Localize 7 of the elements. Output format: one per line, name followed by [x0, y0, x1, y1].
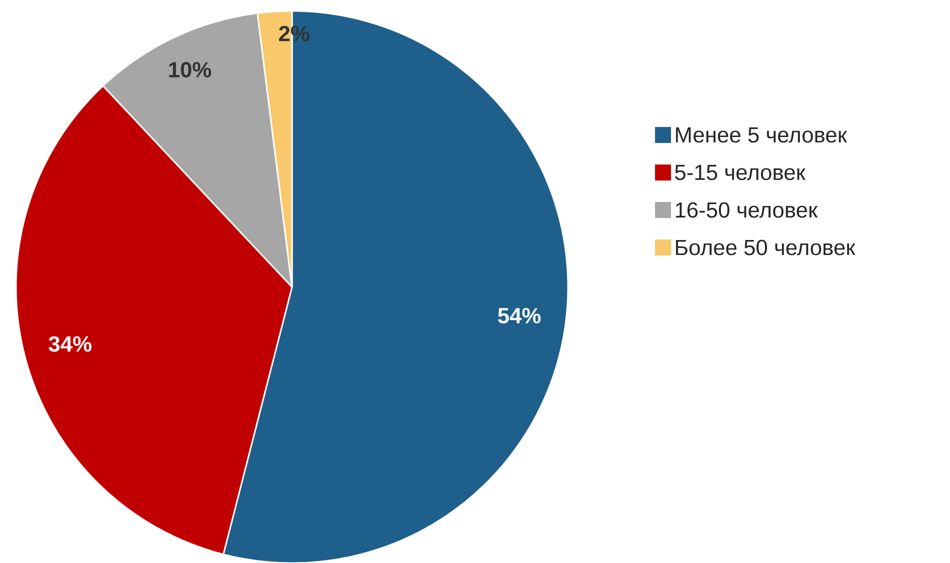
legend-label: Более 50 человек [676, 240, 856, 256]
legend-label: Менее 5 человек [676, 127, 848, 143]
legend-label: 16-50 человек [676, 202, 818, 218]
data-label: 54% [498, 308, 541, 324]
data-label: 34% [48, 336, 92, 352]
data-label: 10% [169, 62, 212, 78]
legend-label: 5-15 человек [675, 164, 806, 180]
